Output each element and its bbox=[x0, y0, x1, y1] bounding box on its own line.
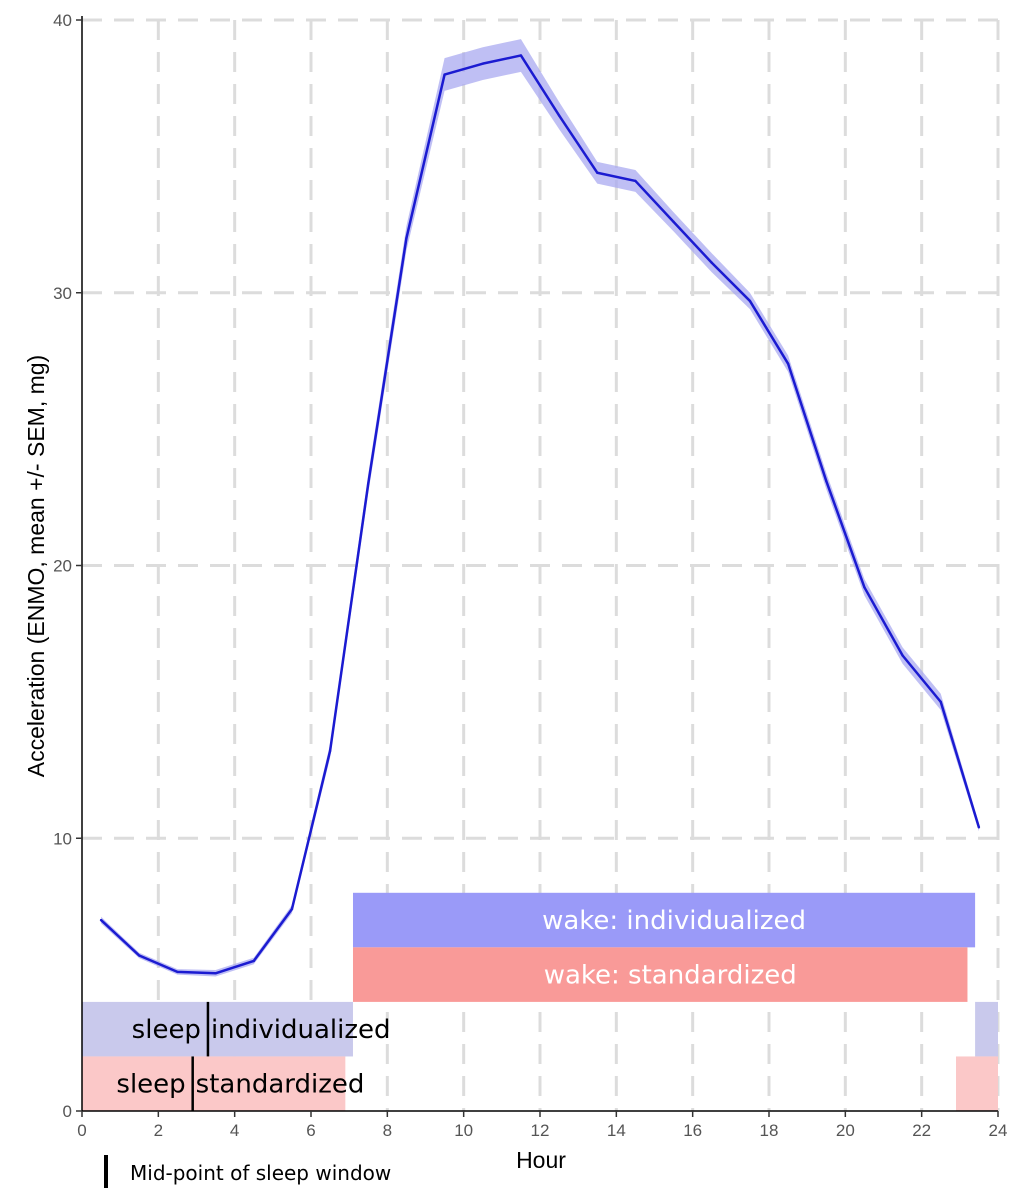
band-sleep_standardized bbox=[82, 1056, 346, 1111]
data-point bbox=[901, 654, 904, 657]
x-tick-label: 2 bbox=[154, 1121, 163, 1140]
mean-line bbox=[100, 54, 981, 975]
band-wake_individualized bbox=[352, 892, 976, 948]
sleep-wake-bands: wake: individualized wake: standardized sl… bbox=[82, 892, 998, 1111]
data-point bbox=[634, 179, 637, 183]
data-point bbox=[481, 62, 484, 65]
data-point bbox=[176, 970, 179, 974]
band-sleep_standardized bbox=[956, 1056, 998, 1111]
y-tick-label: 0 bbox=[63, 1102, 72, 1121]
data-point bbox=[519, 54, 523, 57]
data-point bbox=[557, 114, 561, 117]
data-point bbox=[672, 220, 675, 224]
series-layer bbox=[99, 39, 981, 977]
band-sleep_individualized bbox=[82, 1001, 353, 1057]
band-label: wake: standardized bbox=[544, 961, 797, 991]
data-point bbox=[328, 749, 332, 753]
x-tick-label: 8 bbox=[383, 1121, 392, 1140]
y-tick-label: 20 bbox=[53, 557, 72, 576]
data-point bbox=[405, 237, 408, 240]
x-tick-label: 14 bbox=[607, 1121, 626, 1140]
data-point bbox=[367, 482, 370, 485]
x-tick-label: 12 bbox=[531, 1121, 550, 1140]
data-point bbox=[977, 826, 981, 829]
band-label-right: individualized bbox=[211, 1015, 391, 1045]
x-tick-label: 16 bbox=[683, 1121, 702, 1140]
x-tick-label: 22 bbox=[912, 1121, 931, 1140]
data-point bbox=[863, 586, 866, 589]
data-point bbox=[99, 918, 103, 922]
x-tick-label: 20 bbox=[836, 1121, 855, 1140]
x-tick-label: 0 bbox=[77, 1121, 86, 1140]
legend: Mid-point of sleep window bbox=[104, 1155, 391, 1188]
x-tick-label: 10 bbox=[454, 1121, 473, 1140]
legend-midpoint-marker bbox=[104, 1155, 108, 1188]
data-point bbox=[825, 479, 828, 483]
data-point bbox=[252, 959, 255, 963]
band-label-left: sleep bbox=[132, 1015, 201, 1045]
data-point bbox=[443, 73, 446, 76]
data-point bbox=[214, 972, 217, 975]
band-label-left: sleep bbox=[116, 1070, 185, 1100]
x-tick-label: 6 bbox=[306, 1121, 315, 1140]
band-sleep_individualized bbox=[975, 1001, 998, 1057]
data-point bbox=[786, 362, 790, 365]
x-tick-label: 4 bbox=[230, 1121, 239, 1140]
x-tick-label: 24 bbox=[989, 1121, 1008, 1140]
y-tick-label: 10 bbox=[53, 829, 72, 848]
legend-midpoint-label: Mid-point of sleep window bbox=[130, 1161, 391, 1185]
data-point bbox=[596, 171, 599, 174]
y-tick-label: 40 bbox=[53, 11, 72, 30]
band-label: wake: individualized bbox=[542, 906, 806, 936]
data-point bbox=[710, 261, 713, 264]
data-point bbox=[138, 954, 141, 957]
data-point bbox=[939, 700, 942, 704]
x-tick-label: 18 bbox=[760, 1121, 779, 1140]
y-tick-label: 30 bbox=[53, 284, 72, 303]
data-point bbox=[290, 907, 294, 911]
x-axis-title: Hour bbox=[516, 1147, 566, 1173]
data-point bbox=[748, 299, 752, 303]
band-label-right: standardized bbox=[196, 1070, 365, 1100]
y-axis-title: Acceleration (ENMO, mean +/- SEM, mg) bbox=[23, 355, 49, 777]
band-wake_standardized bbox=[352, 947, 968, 1002]
